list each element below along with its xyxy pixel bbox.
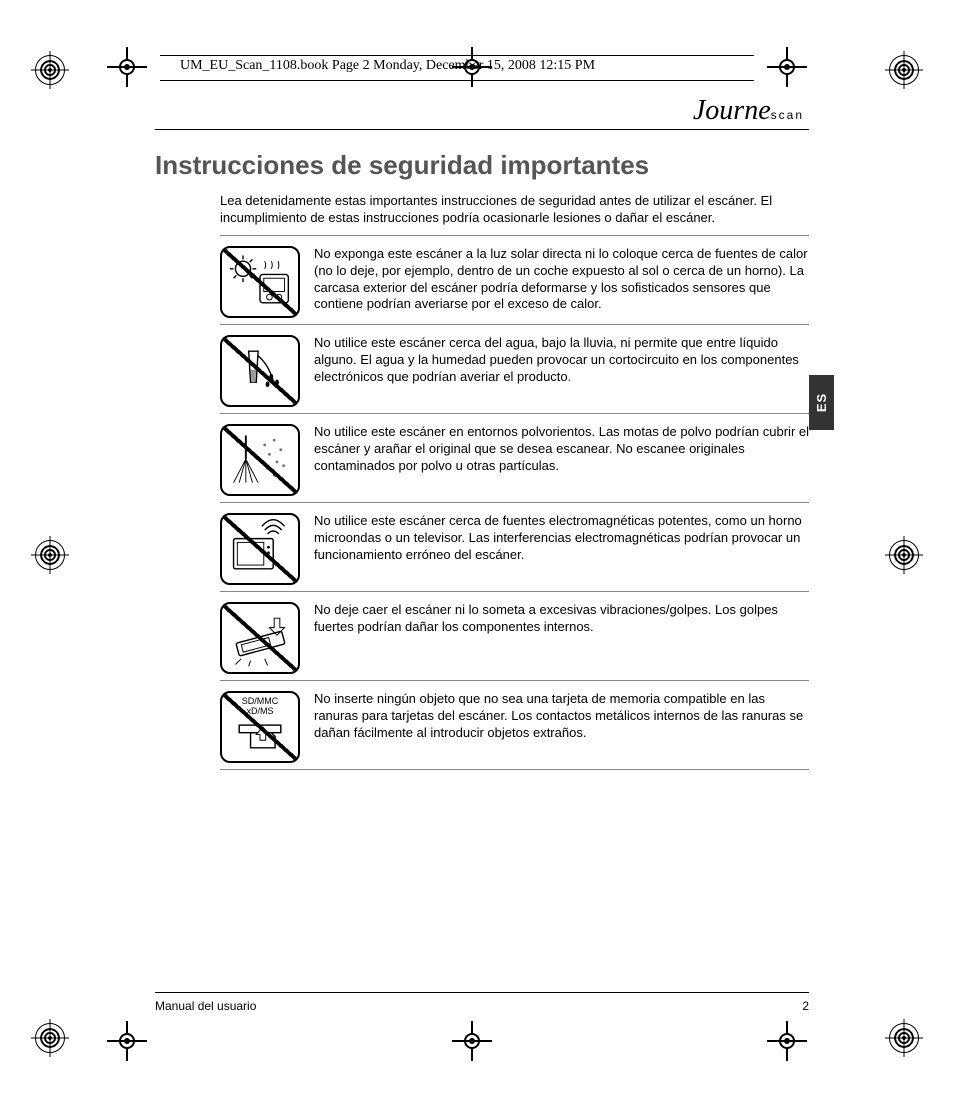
warning-row: No utilice este escáner cerca del agua, … xyxy=(220,325,809,414)
page-title: Instrucciones de seguridad importantes xyxy=(155,150,809,181)
card-only-icon: SD/MMCxD/MS xyxy=(220,691,300,763)
footer-title: Manual del usuario xyxy=(155,999,256,1013)
warning-text: No utilice este escáner cerca de fuentes… xyxy=(314,513,809,564)
warning-text: No deje caer el escáner ni lo someta a e… xyxy=(314,602,809,636)
warning-row: No utilice este escáner en entornos polv… xyxy=(220,414,809,503)
crop-mark xyxy=(115,1029,139,1053)
running-head: UM_EU_Scan_1108.book Page 2 Monday, Dece… xyxy=(180,58,595,74)
crop-mark xyxy=(460,1029,484,1053)
registration-mark xyxy=(889,1023,919,1053)
no-heat-sun-icon xyxy=(220,246,300,318)
warning-row: No utilice este escáner cerca de fuentes… xyxy=(220,503,809,592)
warning-text: No exponga este escáner a la luz solar d… xyxy=(314,246,809,314)
warning-row: No exponga este escáner a la luz solar d… xyxy=(220,236,809,325)
page-body: Journescan Instrucciones de seguridad im… xyxy=(155,95,809,1013)
language-code: ES xyxy=(814,393,829,412)
card-types-label: SD/MMCxD/MS xyxy=(222,697,298,717)
warning-text: No utilice este escáner en entornos polv… xyxy=(314,424,809,475)
warning-text: No utilice este escáner cerca del agua, … xyxy=(314,335,809,386)
brand-name: Journe xyxy=(693,95,771,126)
intro-paragraph: Lea detenidamente estas importantes inst… xyxy=(220,193,809,227)
top-rule xyxy=(155,129,809,130)
header-rule xyxy=(160,80,754,81)
language-tab: ES xyxy=(809,375,834,430)
crop-mark xyxy=(115,55,139,79)
no-emi-icon xyxy=(220,513,300,585)
no-water-icon xyxy=(220,335,300,407)
registration-mark xyxy=(35,55,65,85)
warning-text: No inserte ningún objeto que no sea una … xyxy=(314,691,809,742)
page-number: 2 xyxy=(802,999,809,1013)
registration-mark xyxy=(889,55,919,85)
registration-mark xyxy=(889,540,919,570)
header-rule xyxy=(160,55,754,56)
brand-logo: Journescan xyxy=(155,95,809,127)
no-drop-icon xyxy=(220,602,300,674)
registration-mark xyxy=(35,1023,65,1053)
warning-row: No deje caer el escáner ni lo someta a e… xyxy=(220,592,809,681)
warning-row: SD/MMCxD/MS No inserte ningún objeto que… xyxy=(220,681,809,770)
no-dust-icon xyxy=(220,424,300,496)
registration-mark xyxy=(35,540,65,570)
page-footer: Manual del usuario 2 xyxy=(155,992,809,1013)
brand-sub: scan xyxy=(771,108,804,122)
crop-mark xyxy=(775,1029,799,1053)
crop-mark xyxy=(775,55,799,79)
